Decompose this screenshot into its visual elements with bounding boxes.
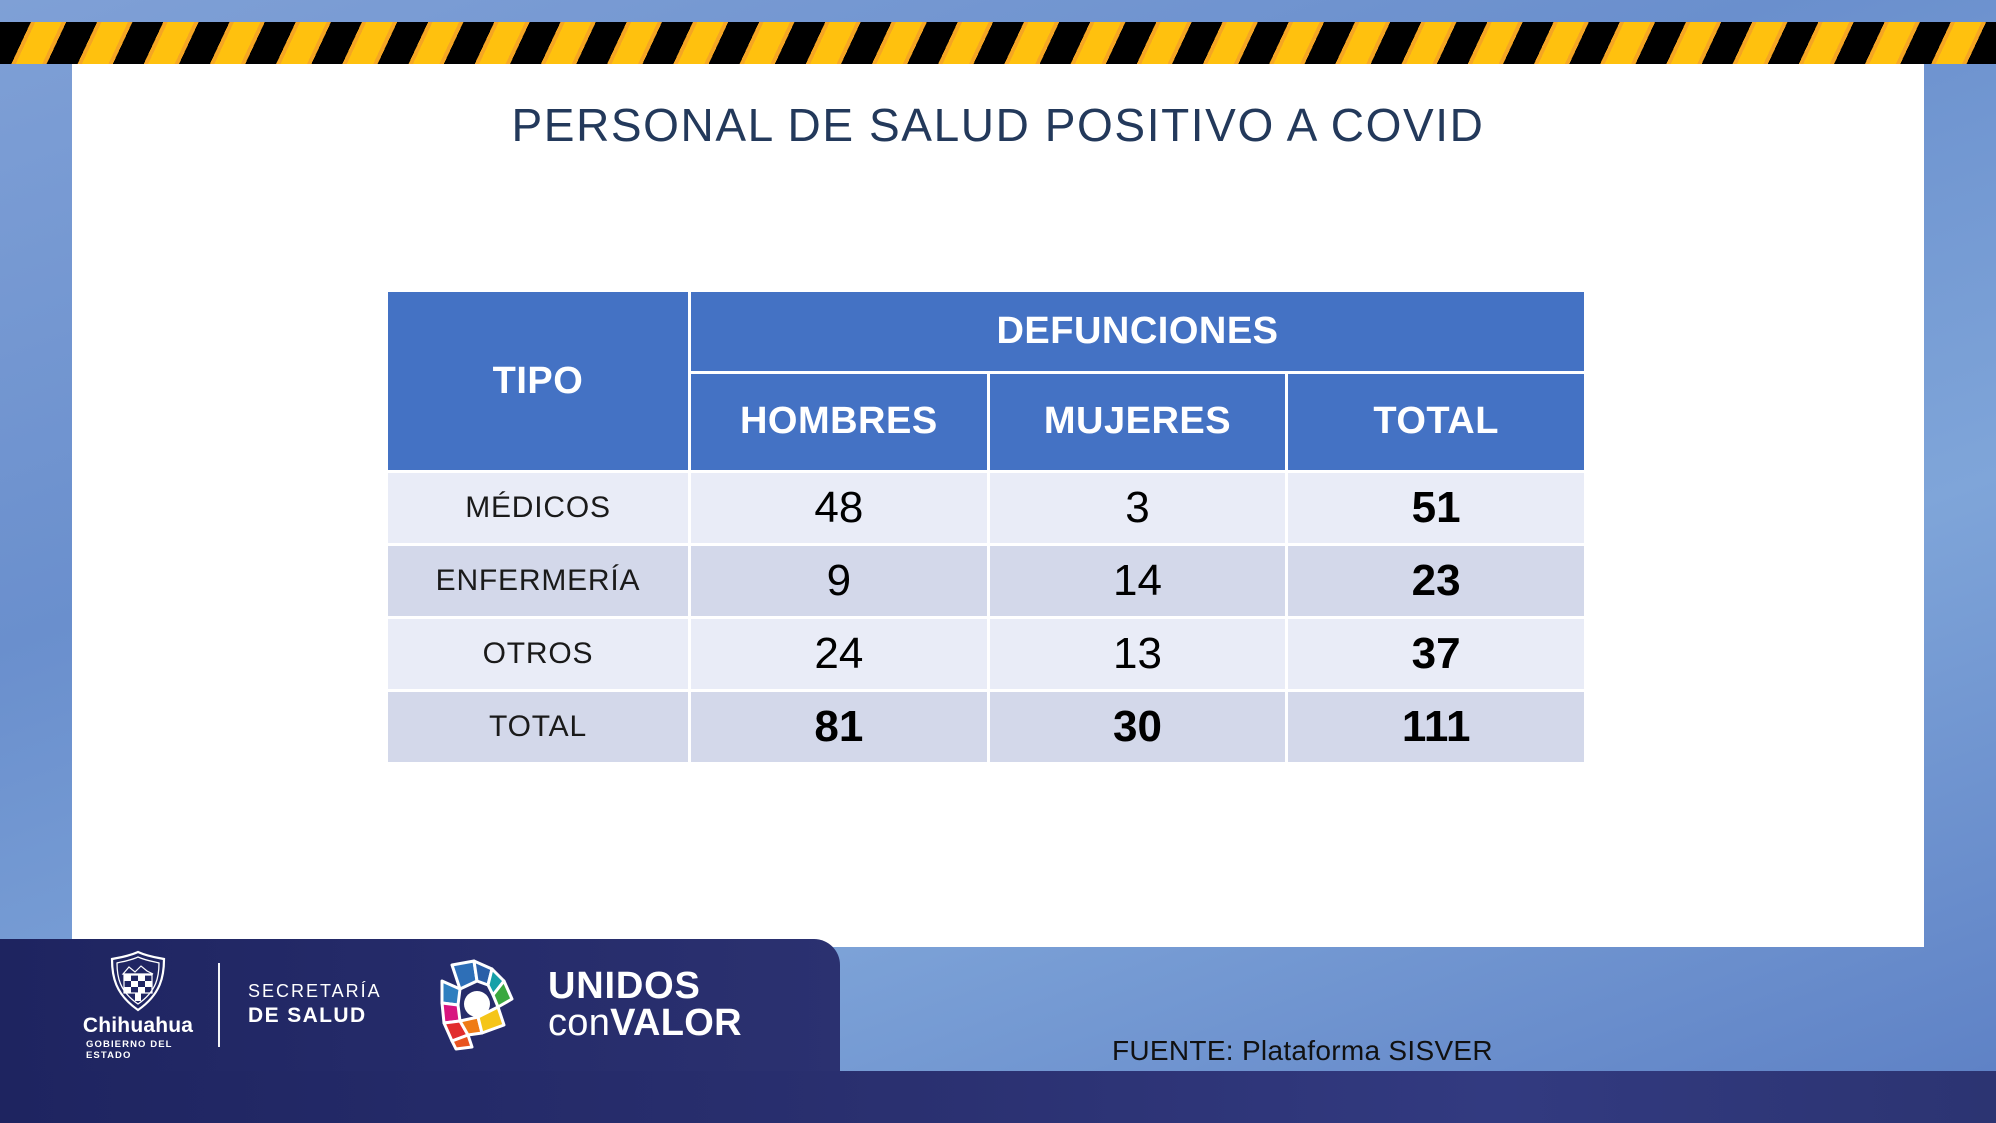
header-hombres: HOMBRES: [691, 373, 987, 470]
row-label-enfermeria: ENFERMERÍA: [388, 546, 688, 616]
table-header-row-2: HOMBRES MUJERES TOTAL: [388, 373, 1584, 470]
cell-enfermeria-hombres: 9: [691, 546, 987, 616]
de-salud-label: DE SALUD: [248, 1004, 367, 1028]
unidos-label: UNIDOS: [548, 964, 701, 1007]
government-logo-group: Chihuahua GOBIERNO DEL ESTADO SECRETARÍA…: [83, 950, 382, 1061]
source-note: FUENTE: Plataforma SISVER: [1112, 1035, 1493, 1066]
row-label-otros: OTROS: [388, 619, 688, 689]
page-title: PERSONAL DE SALUD POSITIVO A COVID: [511, 99, 1485, 151]
secretaria-label: SECRETARÍA: [248, 981, 382, 1002]
cell-otros-mujeres: 13: [989, 619, 1286, 689]
table-row: TOTAL 81 30 111: [388, 692, 1584, 762]
table-head: TIPO DEFUNCIONES HOMBRES MUJERES TOTAL: [388, 292, 1584, 470]
header-mujeres: MUJERES: [989, 373, 1286, 470]
hazard-tape-decoration: [0, 22, 1996, 64]
table-body: MÉDICOS 48 3 51 ENFERMERÍA 9 14 23 OTROS…: [388, 473, 1584, 762]
cell-medicos-hombres: 48: [691, 473, 987, 543]
unidos-con-valor-logo: UNIDOS conVALOR: [430, 949, 742, 1061]
covid-deaths-table-container: TIPO DEFUNCIONES HOMBRES MUJERES TOTAL M…: [385, 289, 1587, 765]
table-row: ENFERMERÍA 9 14 23: [388, 546, 1584, 616]
con-label: con: [548, 1002, 611, 1044]
cell-total-hombres: 81: [691, 692, 987, 762]
gobierno-estado-label: GOBIERNO DEL ESTADO: [86, 1038, 173, 1061]
footer-logo-bar: Chihuahua GOBIERNO DEL ESTADO SECRETARÍA…: [0, 939, 840, 1071]
cell-enfermeria-total: 23: [1288, 546, 1584, 616]
cell-total-total: 111: [1288, 692, 1584, 762]
row-label-total: TOTAL: [388, 692, 688, 762]
con-valor-label: conVALOR: [548, 1002, 742, 1044]
cell-enfermeria-mujeres: 14: [989, 546, 1286, 616]
table-row: OTROS 24 13 37: [388, 619, 1584, 689]
cell-medicos-mujeres: 3: [989, 473, 1286, 543]
cell-medicos-total: 51: [1288, 473, 1584, 543]
chihuahua-label: Chihuahua: [82, 1013, 194, 1037]
footer-bottom-strip: [0, 1071, 1996, 1123]
header-total: TOTAL: [1288, 373, 1584, 470]
covid-deaths-table: TIPO DEFUNCIONES HOMBRES MUJERES TOTAL M…: [385, 289, 1587, 765]
chihuahua-shield-block: Chihuahua GOBIERNO DEL ESTADO: [82, 950, 194, 1061]
row-label-medicos: MÉDICOS: [388, 473, 688, 543]
chihuahua-map-icon: [430, 951, 534, 1060]
table-header-row-1: TIPO DEFUNCIONES: [388, 292, 1584, 470]
content-card: PERSONAL DE SALUD POSITIVO A COVID TIPO …: [72, 64, 1924, 947]
table-row: MÉDICOS 48 3 51: [388, 473, 1584, 543]
unidos-text-block: UNIDOS conVALOR: [548, 964, 742, 1044]
cell-otros-hombres: 24: [691, 619, 987, 689]
header-tipo: TIPO: [388, 292, 688, 470]
logo-divider: [218, 963, 220, 1047]
secretaria-salud-block: SECRETARÍA DE SALUD: [248, 981, 382, 1029]
valor-label: VALOR: [610, 1002, 742, 1044]
cell-otros-total: 37: [1288, 619, 1584, 689]
shield-icon: [107, 950, 169, 1012]
cell-total-mujeres: 30: [989, 692, 1286, 762]
header-defunciones: DEFUNCIONES: [691, 292, 1584, 371]
